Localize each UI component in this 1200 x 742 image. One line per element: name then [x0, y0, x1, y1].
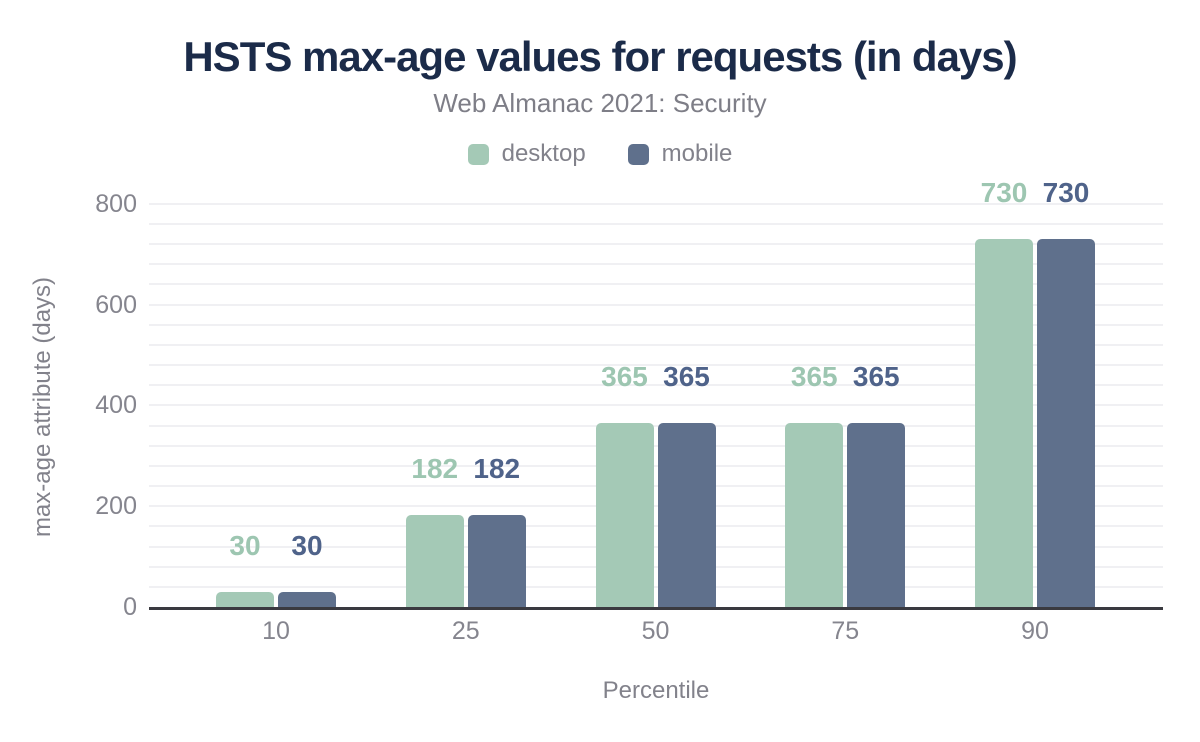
gridline: [149, 505, 1163, 508]
bar-mobile-p25: [467, 515, 526, 607]
x-axis-title: Percentile: [602, 677, 710, 704]
bar-desktop-p90: [975, 239, 1033, 607]
legend: desktop mobile: [0, 140, 1200, 167]
bar-mobile-p90: [1037, 239, 1095, 607]
gridline: [149, 243, 1163, 246]
value-label-mobile-p50: 365: [663, 361, 710, 393]
gridline: [149, 585, 1163, 588]
gridline: [149, 444, 1163, 447]
bar-desktop-p10: [216, 591, 274, 607]
y-tick-label-600: 600: [95, 290, 137, 319]
x-axis-line: [149, 607, 1163, 610]
gridline: [149, 283, 1163, 286]
gridline: [149, 222, 1163, 225]
bar-desktop-p25: [405, 515, 464, 607]
gridline: [149, 485, 1163, 488]
value-label-desktop-p25: 182: [411, 453, 459, 485]
gridline: [149, 263, 1163, 266]
bar-mobile-p50: [657, 423, 716, 607]
y-tick-label-400: 400: [95, 391, 137, 420]
gridline: [149, 364, 1163, 367]
bar-mobile-p10: [278, 591, 336, 607]
value-label-mobile-p10: 30: [291, 529, 323, 561]
legend-item-mobile: mobile: [627, 140, 733, 167]
value-label-mobile-p75: 365: [852, 361, 900, 393]
bar-desktop-p75: [785, 423, 844, 607]
value-label-desktop-p10: 30: [229, 529, 261, 561]
gridline: [149, 202, 1163, 205]
chart-title: HSTS max-age values for requests (in day…: [183, 33, 1017, 80]
value-label-desktop-p90: 730: [980, 177, 1028, 209]
gridline: [149, 525, 1163, 528]
gridline: [149, 303, 1163, 306]
legend-label-desktop: desktop: [501, 140, 586, 167]
x-tick-label-10: 10: [262, 617, 290, 645]
y-tick-label-800: 800: [95, 189, 137, 218]
gridline: [149, 565, 1163, 568]
gridline: [149, 404, 1163, 407]
bar-mobile-p75: [847, 423, 906, 607]
gridline: [149, 384, 1163, 387]
x-tick-label-90: 90: [1021, 617, 1049, 645]
y-tick-label-200: 200: [95, 492, 137, 521]
gridline: [149, 464, 1163, 467]
y-tick-label-0: 0: [123, 593, 137, 621]
x-tick-label-50: 50: [641, 617, 670, 645]
gridline: [149, 323, 1163, 326]
value-label-desktop-p75: 365: [790, 361, 838, 393]
bar-desktop-p50: [595, 423, 654, 607]
legend-label-mobile: mobile: [661, 140, 733, 167]
desktop-swatch-icon: [467, 143, 489, 165]
value-label-mobile-p25: 182: [473, 453, 521, 485]
value-label-desktop-p50: 365: [601, 361, 648, 393]
mobile-swatch-icon: [627, 143, 649, 165]
gridline: [149, 424, 1163, 427]
x-tick-label-25: 25: [451, 617, 480, 645]
gridline: [149, 545, 1163, 548]
legend-item-desktop: desktop: [467, 140, 586, 167]
chart-subtitle: Web Almanac 2021: Security: [433, 88, 767, 118]
value-label-mobile-p90: 730: [1042, 177, 1090, 209]
x-tick-label-75: 75: [831, 617, 860, 645]
gridline: [149, 343, 1163, 346]
